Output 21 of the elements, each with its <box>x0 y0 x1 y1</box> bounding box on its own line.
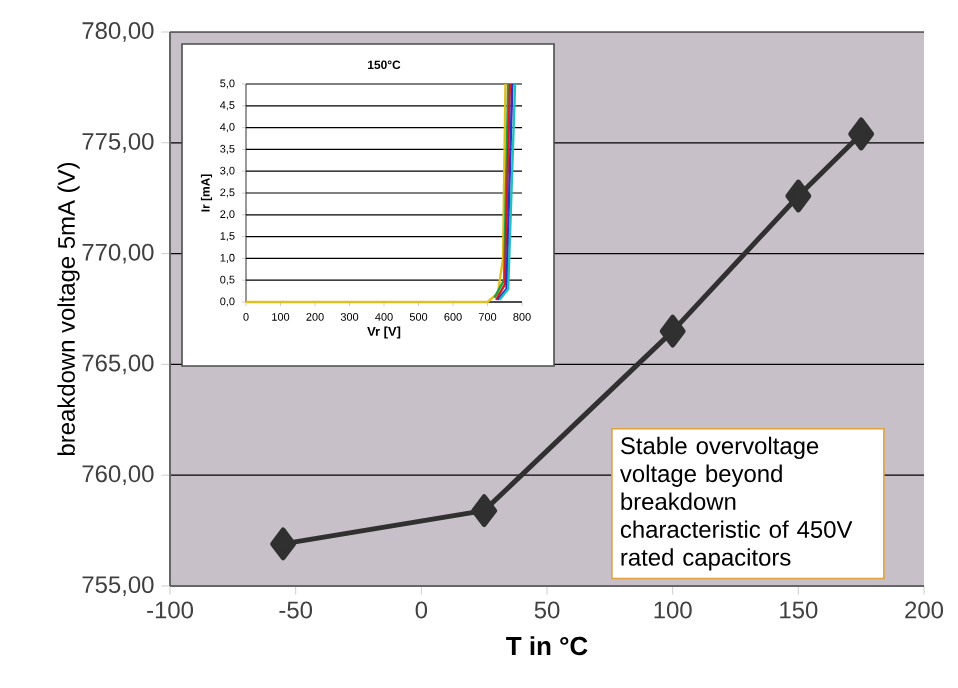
y-tick-label: 765,00 <box>82 354 154 375</box>
x-tick-label: -100 <box>147 601 194 619</box>
x-axis-title: T in °C <box>506 636 588 656</box>
y-tick-label: 755,00 <box>82 576 154 596</box>
point <box>659 314 686 348</box>
x-tick-label: 0 <box>415 601 428 619</box>
y-tick-label: 780,00 <box>82 22 154 42</box>
x-tick-label: -50 <box>279 601 313 619</box>
y-tick-label: 760,00 <box>82 465 154 486</box>
x-tick-label: 150 <box>780 601 818 619</box>
annotation: Stable overvoltage voltage beyond breakdown characteristic of 450V rated capacitors <box>620 436 853 571</box>
y-tick-label: 770,00 <box>82 243 154 264</box>
y-tick-label: 775,00 <box>82 132 154 153</box>
x-tick-label: 100 <box>654 601 692 619</box>
point <box>848 117 875 151</box>
x-tick-label: 200 <box>905 601 944 619</box>
point <box>471 494 498 528</box>
x-tick-label: 50 <box>534 601 560 619</box>
y-axis-title: breakdown voltage 5mA (V) <box>57 163 80 455</box>
point <box>785 179 812 213</box>
point <box>270 527 297 561</box>
